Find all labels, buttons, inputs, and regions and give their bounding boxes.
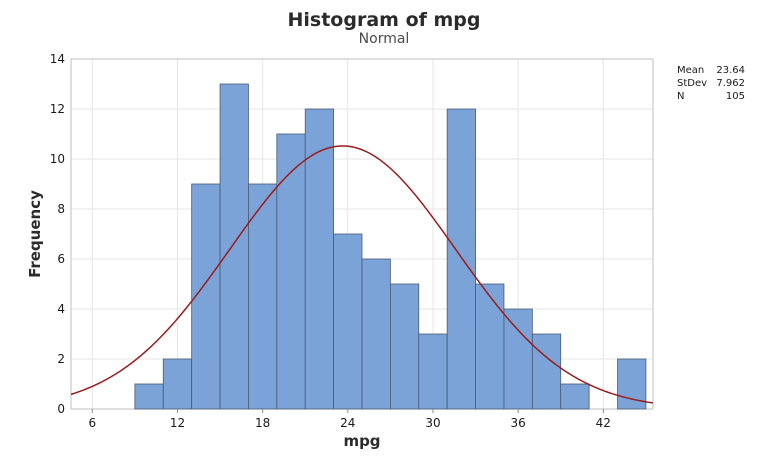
stats-label: Mean bbox=[677, 65, 705, 76]
y-tick-label: 12 bbox=[50, 102, 65, 116]
x-tick-label: 36 bbox=[511, 416, 526, 430]
stats-value: 7.962 bbox=[716, 78, 745, 89]
x-tick-label: 6 bbox=[88, 416, 96, 430]
x-axis-title: mpg bbox=[343, 432, 380, 450]
histogram-bar bbox=[276, 133, 306, 410]
histogram-bar bbox=[389, 283, 420, 410]
chart-subtitle: Normal bbox=[358, 31, 410, 47]
histogram-bar bbox=[191, 183, 221, 410]
histogram-bar bbox=[531, 333, 562, 410]
normal-fit-curve bbox=[70, 145, 654, 404]
y-tick-label: 4 bbox=[57, 302, 65, 316]
y-tick-label: 2 bbox=[57, 352, 65, 366]
x-tick-label: 30 bbox=[425, 416, 440, 430]
histogram-bar bbox=[503, 308, 533, 410]
histogram-bar bbox=[475, 283, 505, 410]
stats-row-stdev: StDev 7.962 bbox=[677, 77, 745, 90]
stats-value: 105 bbox=[725, 91, 745, 102]
y-tick-label: 8 bbox=[57, 202, 65, 216]
histogram-bar bbox=[361, 258, 391, 410]
histogram-bar bbox=[333, 233, 363, 410]
stats-label: StDev bbox=[677, 78, 708, 89]
histogram-bar bbox=[248, 183, 278, 410]
y-tick-label: 10 bbox=[50, 152, 65, 166]
y-axis-ticks: 0 2 4 6 8 10 12 14 bbox=[50, 52, 65, 416]
histogram-bars bbox=[134, 83, 647, 410]
y-axis-title: Frequency bbox=[26, 190, 44, 278]
histogram-bar bbox=[446, 108, 476, 410]
histogram-bar bbox=[219, 83, 249, 410]
histogram-bar bbox=[560, 383, 590, 410]
histogram-bar bbox=[418, 333, 448, 410]
y-tick-label: 0 bbox=[57, 402, 65, 416]
x-axis-ticks: 6 12 18 24 30 36 42 bbox=[88, 409, 611, 430]
x-tick-label: 42 bbox=[596, 416, 611, 430]
stats-box: Mean 23.64 StDev 7.962 N 105 bbox=[677, 64, 745, 103]
histogram-bar bbox=[134, 383, 164, 410]
stats-row-mean: Mean 23.64 bbox=[677, 64, 745, 77]
x-tick-label: 24 bbox=[340, 416, 355, 430]
histogram-bar bbox=[304, 108, 335, 410]
x-tick-label: 18 bbox=[255, 416, 270, 430]
y-tick-label: 6 bbox=[57, 252, 65, 266]
stats-label: N bbox=[677, 91, 685, 102]
stats-value: 23.64 bbox=[716, 65, 745, 76]
x-tick-label: 12 bbox=[170, 416, 185, 430]
histogram-bar bbox=[162, 358, 193, 410]
chart-title: Histogram of mpg bbox=[287, 9, 481, 31]
stats-row-n: N 105 bbox=[677, 90, 745, 103]
y-tick-label: 14 bbox=[50, 52, 65, 66]
